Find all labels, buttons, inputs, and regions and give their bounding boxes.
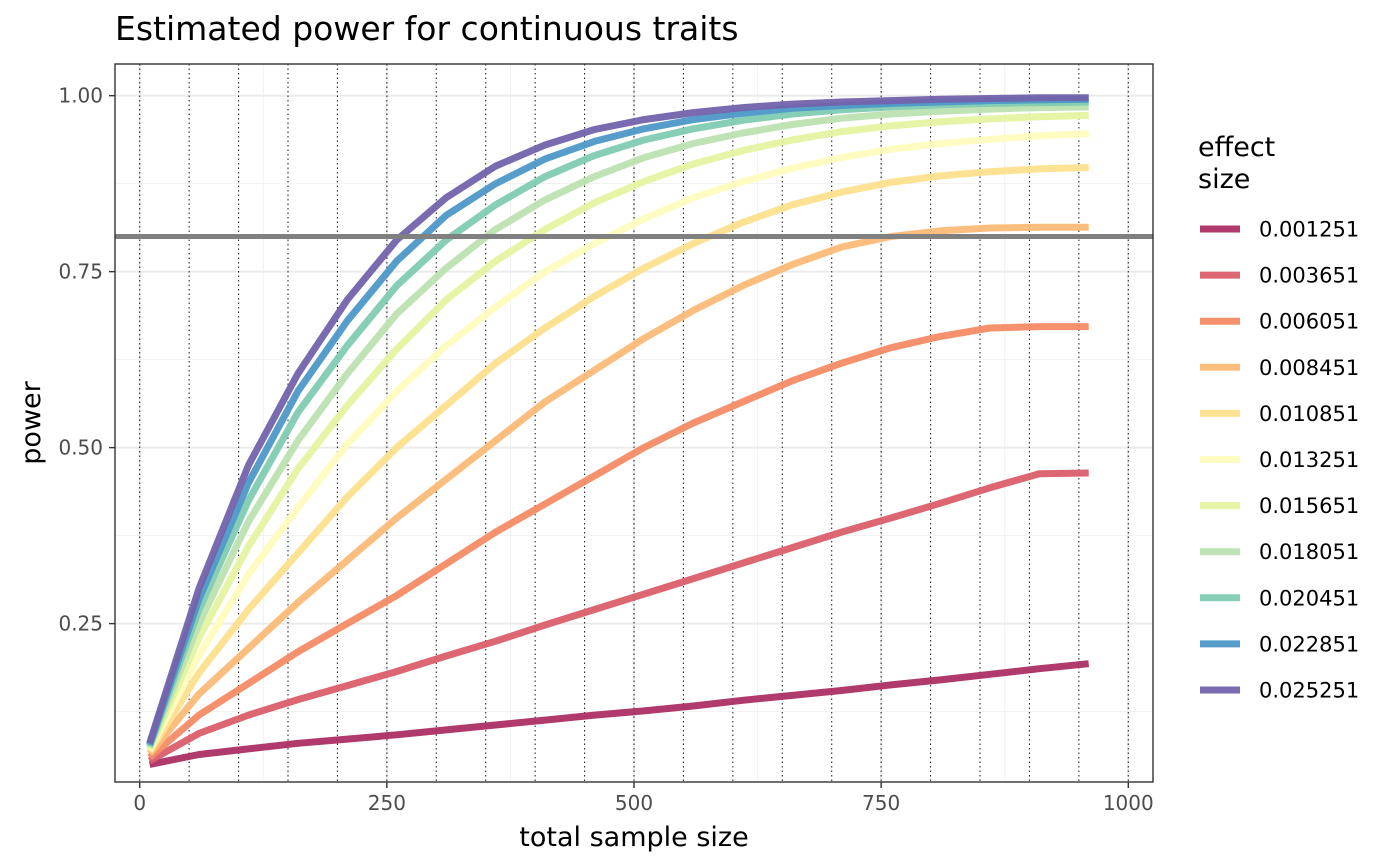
legend-title-line: size — [1198, 164, 1250, 195]
series-line-0.013251 — [146, 130, 1089, 752]
legend-label-0.003651: 0.003651 — [1259, 264, 1359, 288]
series-line-0.008451 — [146, 223, 1089, 757]
plot-series-lines — [115, 94, 1153, 768]
legend-label-0.006051: 0.006051 — [1259, 310, 1359, 334]
legend-title: effect size — [1198, 132, 1275, 195]
series-line-0.010851 — [146, 164, 1089, 754]
series-line-0.003651 — [147, 469, 1089, 764]
legend-label-0.013251: 0.013251 — [1259, 448, 1359, 472]
chart-title: Estimated power for continuous traits — [115, 9, 739, 48]
series-line-0.025251 — [146, 94, 1089, 745]
series-line-0.018051 — [146, 103, 1089, 749]
series-line-0.015651 — [146, 111, 1089, 751]
legend-label-0.008451: 0.008451 — [1259, 356, 1359, 380]
legend-label-0.022851: 0.022851 — [1259, 632, 1359, 656]
axis-ticks: 0 250 500 750 1000 0.25 0.50 0.75 1.00 — [58, 84, 1153, 815]
y-axis-title: power — [16, 380, 47, 464]
legend-title-line: effect — [1198, 132, 1275, 163]
legend-label-0.020451: 0.020451 — [1259, 586, 1359, 610]
y-tick-label: 0.25 — [58, 612, 103, 636]
x-tick-label: 500 — [615, 791, 653, 815]
legend: effect size 0.001251 0.003651 0.006051 0.008… — [1198, 132, 1359, 703]
x-axis-title: total sample size — [519, 822, 748, 853]
x-tick-label: 0 — [133, 791, 146, 815]
legend-label-0.015651: 0.015651 — [1259, 494, 1359, 518]
series-line-0.001251 — [148, 660, 1090, 768]
y-tick-label: 0.75 — [58, 260, 103, 284]
series-line-0.006051 — [147, 323, 1089, 761]
y-tick-label: 1.00 — [58, 84, 103, 108]
legend-label-0.010851: 0.010851 — [1259, 402, 1359, 426]
x-tick-label: 250 — [368, 791, 406, 815]
legend-label-0.025251: 0.025251 — [1259, 679, 1359, 703]
y-tick-label: 0.50 — [58, 436, 103, 460]
legend-label-0.018051: 0.018051 — [1259, 540, 1359, 564]
x-tick-label: 1000 — [1103, 791, 1154, 815]
x-tick-label: 750 — [862, 791, 900, 815]
legend-label-0.001251: 0.001251 — [1259, 218, 1359, 242]
